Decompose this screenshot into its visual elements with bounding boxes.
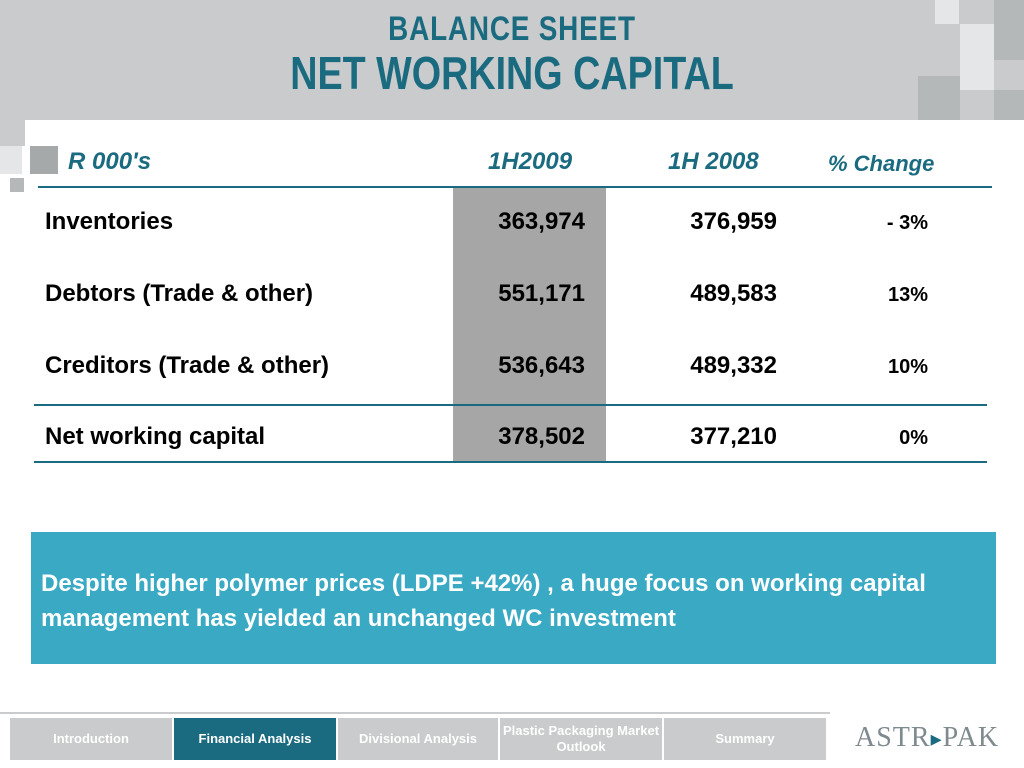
nav-bar-rule — [0, 712, 830, 714]
decor-square — [0, 120, 25, 146]
row-label: Inventories — [45, 208, 174, 235]
row-value-change: 13% — [887, 284, 928, 306]
total-rule-bottom — [34, 461, 987, 463]
row-value-1h2008: 376,959 — [690, 208, 777, 235]
logo-text-part1: ASTR — [855, 722, 931, 753]
row-value-1h2009: 378,502 — [498, 423, 585, 450]
nav-divisional-analysis[interactable]: Divisional Analysis — [338, 718, 498, 760]
decor-square — [0, 146, 22, 174]
row-value-change: 10% — [887, 356, 928, 378]
decor-square — [10, 178, 24, 192]
row-label: Debtors (Trade & other) — [45, 280, 314, 307]
page-title-line2: NET WORKING CAPITAL — [290, 47, 734, 99]
header-change: % Change — [828, 151, 935, 176]
header-rule — [38, 186, 992, 188]
callout-text: Despite higher polymer prices (LDPE +42%… — [41, 570, 926, 632]
row-value-1h2009: 363,974 — [498, 208, 585, 235]
decor-square — [935, 0, 959, 24]
header-units: R 000's — [68, 148, 152, 175]
logo-text-part2: PAK — [942, 722, 1000, 753]
astrapak-logo: ASTR▸PAK — [855, 722, 999, 754]
row-value-change: - 3% — [886, 212, 928, 234]
page-title-line1: BALANCE SHEET — [388, 10, 636, 48]
decor-square — [960, 60, 994, 90]
row-value-change: 0% — [899, 427, 928, 449]
row-value-1h2008: 377,210 — [690, 423, 777, 450]
header-1h2009: 1H2009 — [488, 148, 573, 175]
decor-square — [960, 24, 994, 60]
row-value-1h2009: 551,171 — [498, 280, 585, 307]
logo-arrow-icon: ▸ — [930, 726, 943, 751]
callout-box: Despite higher polymer prices (LDPE +42%… — [31, 532, 996, 664]
row-value-1h2008: 489,332 — [690, 352, 777, 379]
header-1h2008: 1H 2008 — [668, 148, 759, 175]
decor-square — [30, 146, 58, 174]
decor-square — [918, 76, 960, 120]
row-label: Net working capital — [45, 423, 266, 450]
nav-plastic-packaging-market-outlook[interactable]: Plastic Packaging Market Outlook — [500, 718, 662, 760]
row-value-1h2009: 536,643 — [498, 352, 585, 379]
nav-introduction[interactable]: Introduction — [10, 718, 172, 760]
total-rule-top — [34, 404, 987, 406]
row-value-1h2008: 489,583 — [690, 280, 777, 307]
nav-financial-analysis[interactable]: Financial Analysis — [174, 718, 336, 760]
decor-square — [994, 90, 1024, 120]
decor-square — [994, 0, 1024, 60]
row-label: Creditors (Trade & other) — [45, 352, 330, 379]
header-band — [0, 0, 1024, 120]
nav-summary[interactable]: Summary — [664, 718, 826, 760]
highlight-column-1h2009 — [453, 188, 606, 462]
